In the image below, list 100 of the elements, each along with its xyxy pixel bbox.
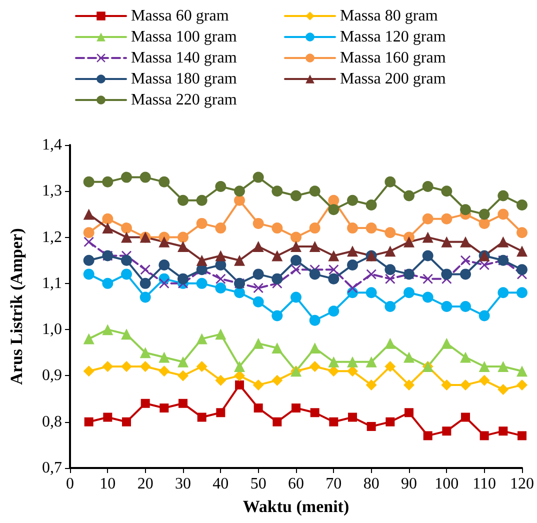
point: [347, 259, 358, 270]
point: [309, 222, 320, 234]
point: [216, 408, 226, 418]
point: [121, 222, 132, 234]
point: [309, 314, 320, 326]
legend-label: Massa 120 gram: [340, 28, 446, 46]
point: [178, 370, 188, 382]
point: [215, 374, 226, 386]
point: [140, 292, 151, 303]
x-tick-label: 30: [175, 476, 191, 492]
point: [516, 379, 528, 390]
point: [347, 356, 358, 368]
point: [140, 172, 151, 183]
point: [479, 260, 490, 270]
point: [516, 264, 528, 276]
point: [309, 342, 320, 354]
point: [516, 366, 528, 377]
point: [196, 360, 208, 372]
x-tick-label: 120: [510, 476, 534, 492]
point: [441, 186, 452, 197]
point: [328, 250, 340, 262]
point: [422, 274, 433, 284]
point: [83, 268, 94, 280]
point: [252, 296, 264, 308]
legend-label: Massa 200 gram: [340, 70, 446, 88]
point: [84, 417, 94, 426]
point: [309, 360, 320, 372]
y-tick-label: 1,4: [42, 136, 62, 154]
point: [309, 186, 320, 197]
legend-label: Massa 220 gram: [131, 92, 238, 108]
point: [290, 241, 302, 252]
point: [196, 254, 208, 266]
point: [272, 222, 283, 234]
point: [272, 374, 283, 386]
point: [216, 274, 226, 284]
point: [272, 273, 283, 284]
point: [290, 254, 302, 266]
point: [384, 246, 396, 257]
point: [102, 176, 114, 188]
point: [422, 213, 434, 224]
x-tick-label: 110: [472, 476, 496, 492]
x-tick-label: 100: [434, 476, 459, 492]
point: [83, 333, 94, 344]
point: [404, 236, 414, 248]
point: [366, 287, 377, 298]
point: [140, 360, 151, 372]
point: [234, 194, 245, 206]
point: [441, 268, 452, 280]
point: [252, 241, 264, 252]
legend-label: Massa 180 gram: [131, 70, 238, 88]
point: [498, 384, 509, 396]
point: [272, 342, 283, 354]
point: [441, 213, 452, 224]
point: [460, 268, 471, 280]
point: [478, 374, 490, 386]
x-tick-label: 90: [401, 476, 417, 492]
point: [158, 352, 170, 363]
point: [498, 360, 509, 372]
x-tick-label: 50: [250, 476, 266, 492]
legend-label: Massa 100 gram: [131, 28, 238, 46]
point: [441, 236, 452, 248]
point: [272, 250, 283, 262]
point: [441, 379, 452, 390]
point: [102, 324, 114, 336]
point: [328, 356, 340, 368]
point: [103, 412, 112, 422]
point: [140, 347, 151, 358]
point: [235, 380, 244, 390]
point: [516, 287, 528, 298]
point: [460, 352, 471, 363]
y-tick-label: 0,7: [42, 460, 62, 476]
point: [384, 301, 396, 312]
point: [348, 283, 358, 294]
point: [290, 292, 302, 303]
point: [121, 328, 132, 340]
point: [290, 232, 302, 243]
point: [158, 259, 170, 270]
point: [215, 181, 226, 192]
x-tick-label: 60: [288, 476, 304, 492]
point: [329, 417, 338, 426]
point: [347, 246, 358, 257]
point: [347, 366, 358, 377]
point: [478, 310, 490, 322]
point: [328, 204, 340, 216]
point: [252, 172, 264, 183]
point: [121, 232, 132, 243]
point: [122, 417, 131, 426]
y-tick-label: 0,8: [42, 413, 62, 430]
point: [83, 176, 94, 188]
point: [196, 218, 208, 229]
point: [460, 301, 471, 312]
point: [234, 254, 245, 266]
point: [272, 186, 283, 197]
point: [158, 366, 170, 377]
point: [140, 398, 150, 408]
point: [480, 431, 489, 440]
point: [234, 360, 245, 372]
point: [328, 366, 340, 377]
point: [292, 404, 300, 413]
point: [252, 218, 264, 229]
